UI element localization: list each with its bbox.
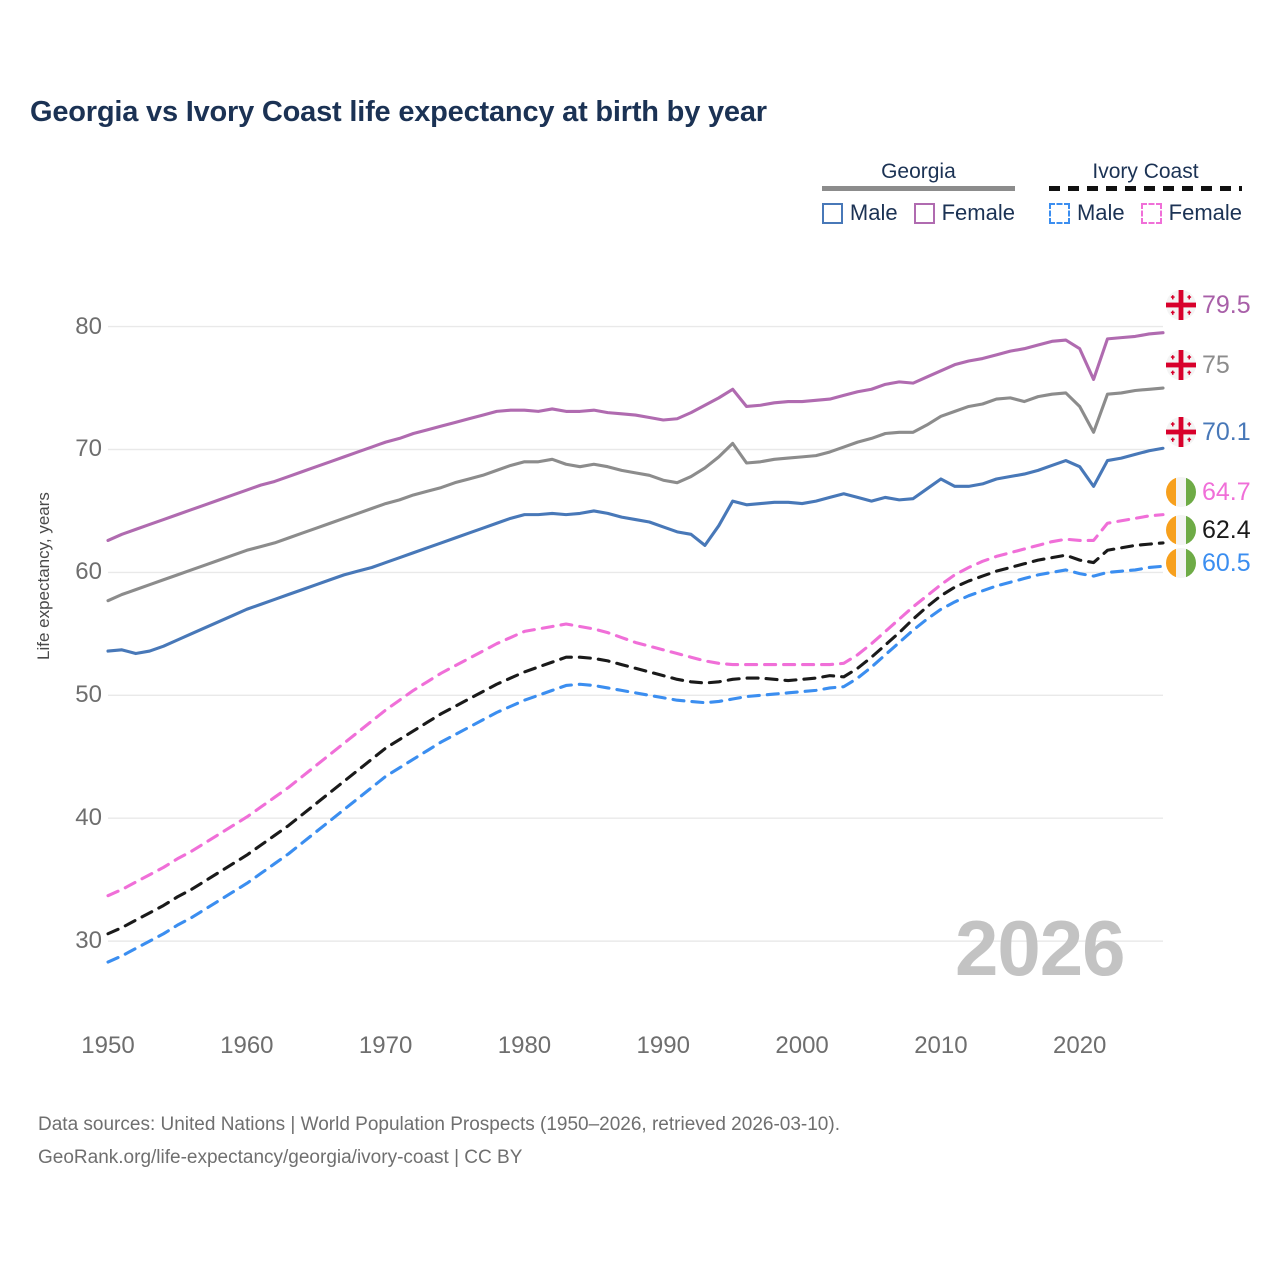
- legend-item-ivory-coast-male[interactable]: Male: [1048, 200, 1125, 226]
- legend-group-title: Ivory Coast: [1092, 160, 1199, 183]
- footer-line-2: GeoRank.org/life-expectancy/georgia/ivor…: [38, 1147, 523, 1169]
- x-tick-label: 1960: [220, 1032, 274, 1059]
- x-tick-label: 1950: [81, 1032, 135, 1059]
- legend-group-rule: [1048, 186, 1242, 192]
- series-end-label: 79.5: [1166, 290, 1251, 320]
- series-end-label: 60.5: [1166, 548, 1251, 578]
- legend-swatch-icon: [1140, 202, 1162, 224]
- georgia-flag-icon: [1166, 290, 1196, 320]
- series-end-label: 75: [1166, 350, 1230, 380]
- ivory-coast-flag-icon: [1166, 548, 1196, 578]
- footer-line-1: Data sources: United Nations | World Pop…: [38, 1114, 840, 1135]
- x-tick-label: 1980: [497, 1032, 552, 1059]
- series-end-value: 75: [1202, 350, 1230, 379]
- series-end-value: 60.5: [1202, 548, 1251, 577]
- series-end-value: 64.7: [1202, 477, 1251, 506]
- legend-swatch-icon: [821, 202, 843, 224]
- legend-swatch-icon: [913, 202, 935, 224]
- y-tick-label: 60: [75, 558, 102, 586]
- x-tick-label: 2000: [775, 1032, 829, 1059]
- legend-item-label: Female: [941, 200, 1015, 226]
- series-end-value: 70.1: [1202, 417, 1251, 446]
- legend-item-georgia-female[interactable]: Female: [913, 200, 1015, 226]
- page-title: Georgia vs Ivory Coast life expectancy a…: [30, 96, 767, 128]
- legend-item-label: Male: [849, 200, 898, 226]
- y-tick-label: 80: [75, 312, 102, 340]
- legend-swatch-icon: [1048, 202, 1070, 224]
- legend-item-label: Female: [1168, 200, 1242, 226]
- legend-group-rule: [821, 186, 1015, 192]
- y-tick-label: 70: [75, 435, 102, 463]
- year-watermark: 2026: [955, 904, 1126, 992]
- series-end-label: 62.4: [1166, 515, 1251, 545]
- y-tick-label: 40: [75, 804, 102, 832]
- series-end-label: 64.7: [1166, 477, 1251, 507]
- x-tick-label: 1990: [636, 1032, 690, 1059]
- ivory-coast-flag-icon: [1166, 477, 1196, 507]
- legend-group-ivory-coast: Ivory Coast Male Female: [1048, 160, 1242, 226]
- x-tick-label: 2010: [914, 1032, 968, 1059]
- legend-item-georgia-male[interactable]: Male: [821, 200, 898, 226]
- chart-legend: Georgia Male Female Ivory Coast Male Female: [821, 160, 1242, 226]
- x-tick-label: 2020: [1053, 1032, 1107, 1059]
- y-tick-label: 30: [75, 927, 102, 955]
- ivory-coast-flag-icon: [1166, 515, 1196, 545]
- footer-credits: Data sources: United Nations | World Pop…: [38, 1108, 840, 1175]
- x-tick-label: 1970: [358, 1032, 413, 1059]
- y-tick-label: 50: [75, 681, 102, 709]
- series-end-label: 70.1: [1166, 417, 1251, 447]
- series-end-value: 79.5: [1202, 290, 1251, 319]
- georgia-flag-icon: [1166, 417, 1196, 447]
- legend-item-ivory-coast-female[interactable]: Female: [1140, 200, 1242, 226]
- legend-items: Male Female: [1048, 200, 1242, 226]
- legend-group-georgia: Georgia Male Female: [821, 160, 1015, 226]
- series-end-value: 62.4: [1202, 515, 1251, 544]
- legend-group-title: Georgia: [881, 160, 956, 183]
- georgia-flag-icon: [1166, 350, 1196, 380]
- legend-item-label: Male: [1076, 200, 1125, 226]
- legend-items: Male Female: [821, 200, 1015, 226]
